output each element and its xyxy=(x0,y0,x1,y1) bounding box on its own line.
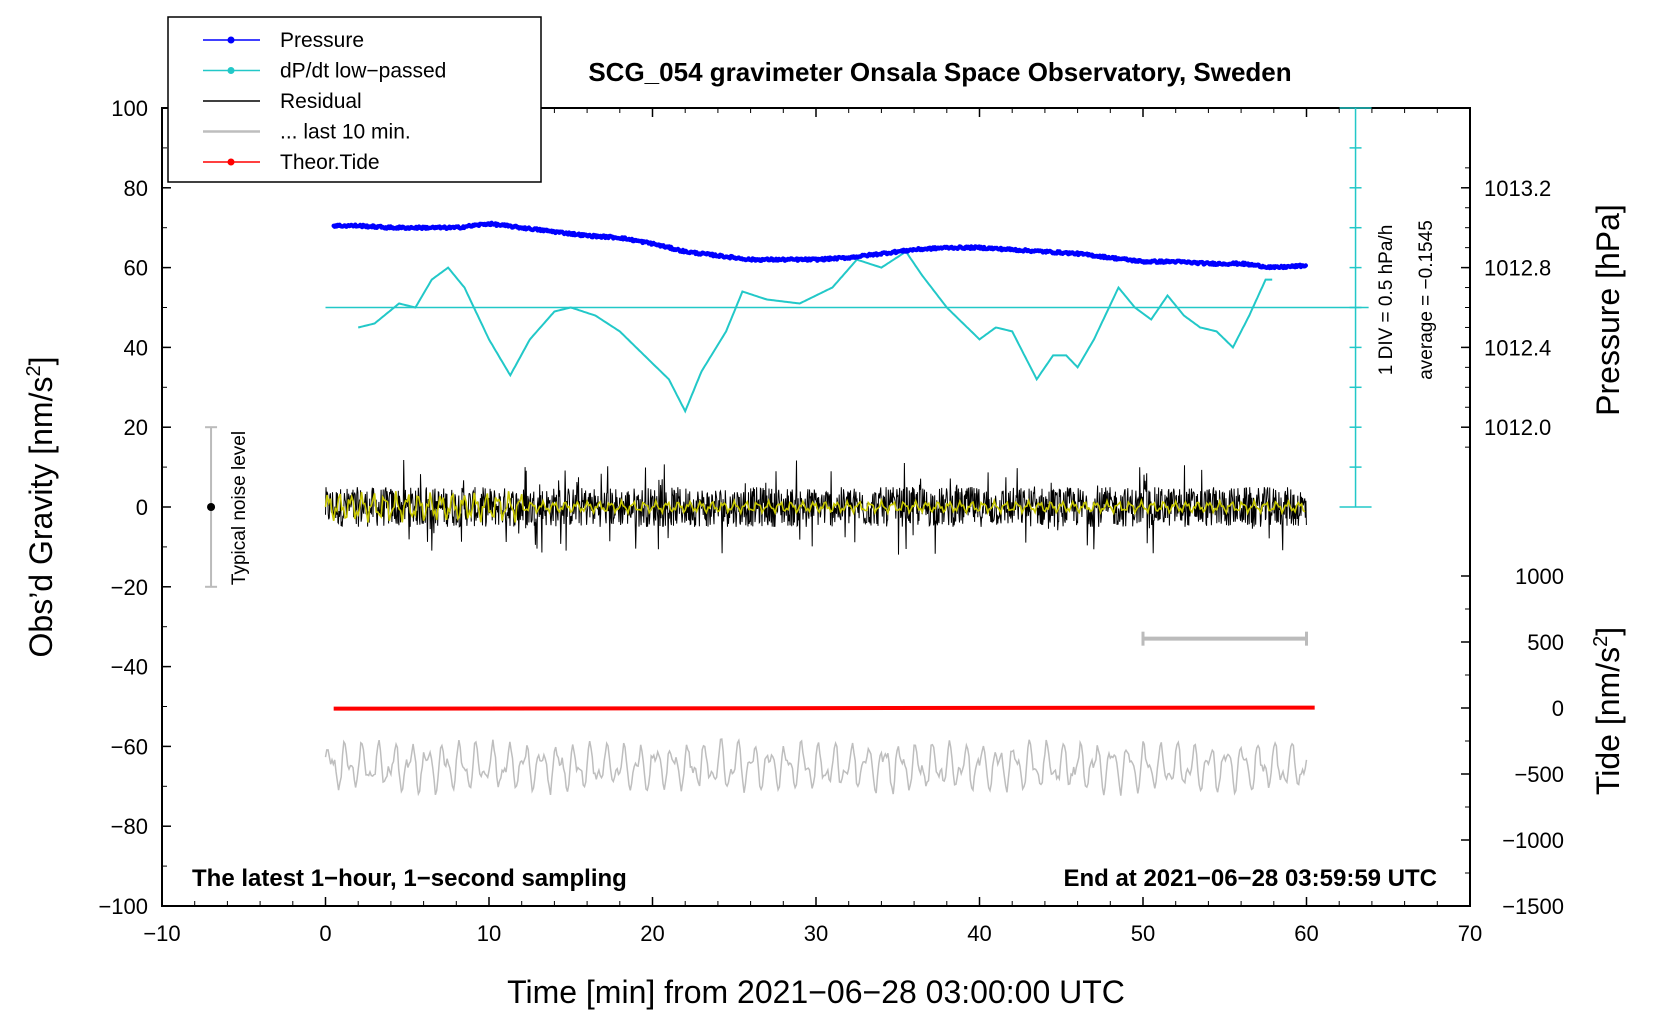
y-tick-label-pressure: 1012.8 xyxy=(1484,256,1551,281)
residual-lowpass-series xyxy=(324,491,1306,523)
y-tick-label-gravity: 100 xyxy=(111,96,148,121)
dpdt-series xyxy=(357,250,1273,414)
tide-series xyxy=(333,705,1315,711)
y-tick-label-tide: −1000 xyxy=(1502,828,1564,853)
y-tick-label-gravity: 60 xyxy=(124,256,148,281)
y-tick-label-gravity: 80 xyxy=(124,176,148,201)
y-axis-label-tide: Tide [nm/s2] xyxy=(1590,627,1626,795)
label-layer: −10 0 10 20 30 40 50 60 70100806040200−20−40−60−… xyxy=(98,96,1564,946)
y-tick-label-gravity: −20 xyxy=(111,575,148,600)
x-tick-label: −10 xyxy=(143,921,180,946)
y-tick-label-gravity: −80 xyxy=(111,814,148,839)
x-tick-label: 50 xyxy=(1131,921,1155,946)
series-layer xyxy=(205,107,1372,797)
y-tick-label-pressure: 1012.4 xyxy=(1484,335,1551,360)
x-tick-label: 40 xyxy=(967,921,991,946)
y-tick-label-tide: 0 xyxy=(1552,696,1564,721)
legend-label: Pressure xyxy=(280,29,364,52)
sampling-note: The latest 1−hour, 1−second sampling xyxy=(192,865,627,892)
y-tick-label-gravity: −40 xyxy=(111,655,148,680)
y-tick-label-gravity: −100 xyxy=(98,894,148,919)
noise-level-label: Typical noise level xyxy=(229,431,250,585)
scale-div-label: 1 DIV = 0.5 hPa/h xyxy=(1376,225,1397,376)
chart-title: SCG_054 gravimeter Onsala Space Observat… xyxy=(588,57,1291,87)
scale-average-label: average = −0.1545 xyxy=(1416,220,1437,380)
x-tick-label: 10 xyxy=(477,921,501,946)
y-tick-label-gravity: −60 xyxy=(111,734,148,759)
legend-label: Theor.Tide xyxy=(280,151,380,174)
pressure-point xyxy=(1303,263,1309,268)
legend-label: dP/dt low−passed xyxy=(280,60,446,83)
end-time-note: End at 2021−06−28 03:59:59 UTC xyxy=(1063,865,1437,892)
y-tick-label-tide: −500 xyxy=(1514,762,1564,787)
x-tick-label: 60 xyxy=(1294,921,1318,946)
last10-series xyxy=(324,738,1308,797)
x-tick-label: 0 xyxy=(319,921,331,946)
y-tick-label-pressure: 1012.0 xyxy=(1484,415,1551,440)
y-tick-label-pressure: 1013.2 xyxy=(1484,176,1551,201)
x-tick-label: 30 xyxy=(804,921,828,946)
legend-marker xyxy=(227,36,235,44)
y-tick-label-tide: 1000 xyxy=(1515,564,1564,589)
y-tick-label-tide: −1500 xyxy=(1502,894,1564,919)
x-axis-label: Time [min] from 2021−06−28 03:00:00 UTC xyxy=(507,974,1125,1010)
y-tick-label-gravity: 0 xyxy=(136,495,148,520)
legend-marker xyxy=(227,67,235,74)
legend-label: Residual xyxy=(280,90,362,113)
y-tick-label-tide: 500 xyxy=(1527,630,1564,655)
y-tick-label-gravity: 40 xyxy=(124,335,148,360)
y-axis-label-pressure: Pressure [hPa] xyxy=(1590,204,1626,416)
noise-dot xyxy=(207,503,216,511)
y-tick-label-gravity: 20 xyxy=(124,415,148,440)
legend-label: ... last 10 min. xyxy=(280,121,411,144)
y-axis-label-gravity: Obs’d Gravity [nm/s2] xyxy=(23,357,59,658)
residual-series xyxy=(325,459,1307,555)
legend-marker xyxy=(227,158,235,166)
legend-box xyxy=(167,16,542,183)
x-tick-label: 70 xyxy=(1458,921,1482,946)
pressure-series xyxy=(331,220,1309,271)
legend: Pressure dP/dt low−passed Residual ... last… xyxy=(167,16,542,183)
x-tick-label: 20 xyxy=(640,921,664,946)
